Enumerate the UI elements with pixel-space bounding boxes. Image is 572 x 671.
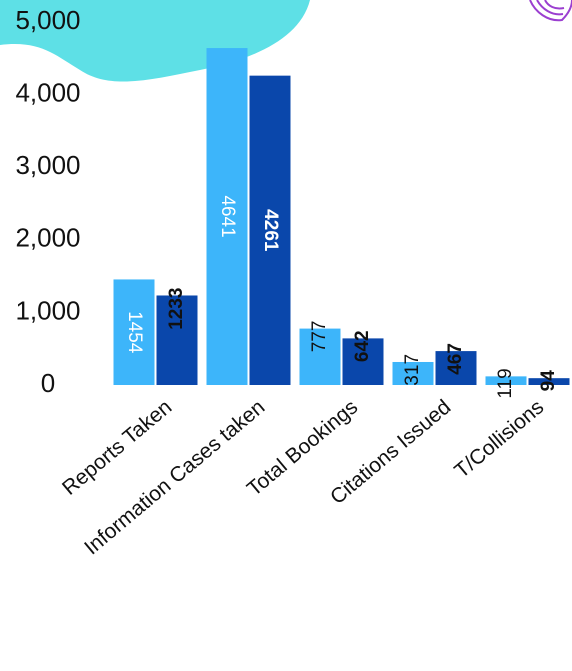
data-label: 4261 — [260, 209, 281, 252]
data-label: 642 — [352, 330, 373, 362]
data-label: 94 — [538, 370, 559, 392]
y-tick-label: 2,000 — [15, 223, 80, 253]
data-label: 4641 — [217, 195, 238, 237]
data-label: 1233 — [166, 287, 187, 329]
y-tick-label: 0 — [41, 368, 55, 398]
bar — [299, 328, 341, 385]
bar — [342, 338, 384, 385]
y-tick-label: 4,000 — [15, 77, 80, 107]
y-tick-label: 1,000 — [15, 295, 80, 325]
x-tick-label: T/Collisions — [450, 395, 548, 482]
bar — [156, 295, 198, 385]
bar — [392, 361, 434, 385]
bar — [206, 48, 248, 385]
bar — [249, 75, 291, 385]
data-label: 777 — [309, 321, 330, 353]
x-tick-label: Information Cases taken — [80, 395, 269, 559]
decor-swirl — [529, 0, 572, 22]
data-label: 317 — [402, 354, 423, 386]
data-label: 467 — [445, 343, 466, 375]
bar — [435, 351, 477, 385]
data-label: 119 — [495, 368, 516, 398]
bar — [113, 279, 155, 385]
y-tick-label: 3,000 — [15, 150, 80, 180]
bar — [485, 376, 527, 385]
y-tick-label: 5,000 — [15, 5, 80, 35]
data-label: 1454 — [124, 311, 145, 354]
bar — [528, 378, 570, 385]
